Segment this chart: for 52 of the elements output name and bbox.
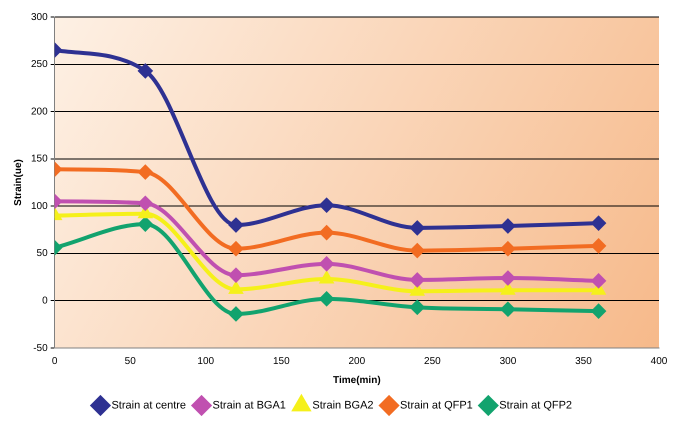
point	[500, 302, 515, 316]
legend-label: Strain at centre	[111, 400, 186, 412]
x-tick-label: 150	[272, 356, 290, 367]
point	[138, 165, 152, 180]
x-tick-label: 0	[52, 356, 58, 367]
point	[502, 283, 514, 295]
point	[320, 256, 334, 271]
legend-label: Strain BGA2	[312, 400, 374, 412]
point	[320, 272, 333, 284]
point	[592, 238, 606, 253]
point	[138, 196, 152, 210]
point	[228, 268, 243, 282]
point	[410, 300, 424, 314]
y-tick-label: 200	[30, 106, 48, 118]
x-tick-label: 200	[348, 356, 366, 367]
y-tick-label: 50	[36, 248, 48, 260]
point	[228, 306, 243, 321]
x-tick-label: 400	[650, 356, 668, 367]
x-tick-label: 300	[500, 356, 517, 367]
point	[592, 216, 606, 230]
point	[410, 284, 424, 296]
point	[230, 282, 242, 294]
legend-label: Strain at BGA1	[212, 400, 286, 412]
x-axis-title: Time(min)	[333, 374, 381, 386]
point	[410, 220, 424, 235]
point	[410, 272, 424, 287]
x-tick-label: 50	[124, 356, 136, 367]
y-axis-title: Strain(ue)	[12, 159, 24, 206]
point	[228, 218, 243, 232]
y-tick-label: 250	[30, 59, 48, 70]
point	[228, 242, 243, 256]
x-tick-label: 250	[424, 356, 442, 367]
point	[138, 217, 152, 232]
point	[500, 242, 515, 256]
legend-label: Strain at QFP1	[400, 400, 473, 412]
point	[138, 64, 152, 78]
x-tick-label: 100	[197, 356, 215, 367]
legend-label: Strain at QFP2	[499, 400, 572, 412]
y-tick-label: 100	[30, 200, 48, 212]
point	[320, 292, 334, 306]
point	[592, 304, 606, 318]
point	[320, 226, 334, 240]
x-tick-label: 350	[575, 356, 592, 367]
point	[500, 271, 515, 286]
point	[592, 274, 606, 288]
point	[320, 198, 334, 212]
y-tick-label: 300	[30, 12, 48, 23]
y-tick-label: 0	[42, 295, 48, 306]
y-tick-label: 150	[30, 154, 48, 165]
y-tick-label: -50	[33, 342, 48, 354]
point	[410, 244, 424, 258]
point	[500, 219, 515, 234]
